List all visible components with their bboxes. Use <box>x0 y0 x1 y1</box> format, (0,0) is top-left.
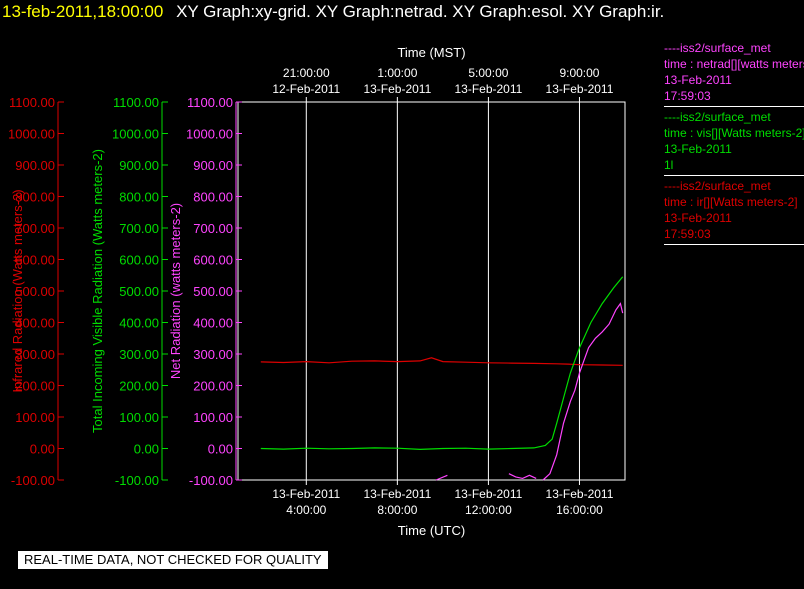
x-tick-label: 13-Feb-2011 <box>363 487 431 501</box>
y-tick-label: 200.00 <box>15 379 55 394</box>
y-tick-label: 600.00 <box>15 253 55 268</box>
x-tick-label: 4:00:00 <box>286 503 326 517</box>
x-top-tick-label: 13-Feb-2011 <box>454 82 522 96</box>
y-tick-label: 300.00 <box>15 347 55 362</box>
y-tick-label: 1100.00 <box>9 95 55 110</box>
y-axis-label: Total Incoming Visible Radiation (Watts … <box>90 149 105 433</box>
y-tick-label: -100.00 <box>189 473 233 488</box>
y-tick-label: -100.00 <box>11 473 55 488</box>
x-top-tick-label: 21:00:00 <box>283 66 330 80</box>
y-tick-label: 200.00 <box>119 379 159 394</box>
series-line <box>508 473 537 480</box>
y-tick-label: 400.00 <box>119 316 159 331</box>
y-tick-label: 1100.00 <box>113 95 159 110</box>
y-tick-label: 200.00 <box>193 379 233 394</box>
y-tick-label: 800.00 <box>15 190 55 205</box>
y-tick-label: 1100.00 <box>187 95 233 110</box>
y-tick-label: 400.00 <box>15 316 55 331</box>
x-tick-label: 13-Feb-2011 <box>546 487 614 501</box>
legend-line: time : netrad[][watts meters-2] <box>664 57 804 71</box>
y-tick-label: 900.00 <box>193 158 233 173</box>
y-tick-label: 600.00 <box>193 253 233 268</box>
x-tick-label: 13-Feb-2011 <box>272 487 340 501</box>
x-top-tick-label: 5:00:00 <box>468 66 508 80</box>
y-tick-label: 500.00 <box>119 284 159 299</box>
x-tick-label: 16:00:00 <box>556 503 603 517</box>
x-top-axis-label: Time (MST) <box>397 45 465 60</box>
quality-disclaimer: REAL-TIME DATA, NOT CHECKED FOR QUALITY <box>18 551 328 569</box>
y-tick-label: 700.00 <box>193 221 233 236</box>
x-tick-label: 8:00:00 <box>377 503 417 517</box>
y-tick-label: 100.00 <box>15 410 55 425</box>
y-tick-label: 1000.00 <box>8 127 55 142</box>
y-axis-label: Infrared Radiation (Watts meters-2) <box>10 189 25 392</box>
legend-line: 13-Feb-2011 <box>664 211 732 225</box>
legend-line: time : ir[][Watts meters-2] <box>664 195 798 209</box>
y-tick-label: 100.00 <box>193 410 233 425</box>
legend-line: 13-Feb-2011 <box>664 73 732 87</box>
y-tick-label: 0.00 <box>208 442 233 457</box>
legend-line: 1l <box>664 158 674 172</box>
y-tick-label: 700.00 <box>15 221 55 236</box>
y-tick-label: -100.00 <box>115 473 159 488</box>
legend-line: time : vis[][Watts meters-2] <box>664 126 804 140</box>
y-tick-label: 500.00 <box>15 284 55 299</box>
y-axis-label: Net Radiation (watts meters-2) <box>168 203 183 379</box>
header-bar: 13-feb-2011,18:00:00 XY Graph:xy-grid. X… <box>2 0 664 24</box>
header-time: 13-feb-2011,18:00:00 <box>2 2 164 21</box>
y-tick-label: 400.00 <box>193 316 233 331</box>
legend-line: 13-Feb-2011 <box>664 142 732 156</box>
y-tick-label: 300.00 <box>193 347 233 362</box>
x-top-tick-label: 1:00:00 <box>377 66 417 80</box>
series-line <box>435 474 448 481</box>
x-top-tick-label: 13-Feb-2011 <box>363 82 431 96</box>
header-graph-list: XY Graph:xy-grid. XY Graph:netrad. XY Gr… <box>176 2 665 21</box>
series-line <box>542 302 624 481</box>
y-tick-label: 800.00 <box>193 190 233 205</box>
y-tick-label: 100.00 <box>119 410 159 425</box>
x-tick-label: 12:00:00 <box>465 503 512 517</box>
y-tick-label: 1000.00 <box>112 127 159 142</box>
x-top-tick-label: 12-Feb-2011 <box>272 82 340 96</box>
series-line <box>260 357 623 366</box>
y-tick-label: 600.00 <box>119 253 159 268</box>
y-tick-label: 300.00 <box>119 347 159 362</box>
legend-line: 17:59:03 <box>664 227 711 241</box>
x-top-tick-label: 13-Feb-2011 <box>546 82 614 96</box>
y-tick-label: 1000.00 <box>186 127 233 142</box>
x-top-tick-label: 9:00:00 <box>559 66 599 80</box>
legend-line: 17:59:03 <box>664 89 711 103</box>
y-tick-label: 0.00 <box>134 442 159 457</box>
y-tick-label: 700.00 <box>119 221 159 236</box>
x-tick-label: 13-Feb-2011 <box>454 487 522 501</box>
series-line <box>260 276 624 451</box>
legend-line: ----iss2/surface_met <box>664 110 771 124</box>
legend-line: ----iss2/surface_met <box>664 179 771 193</box>
y-tick-label: 500.00 <box>193 284 233 299</box>
y-tick-label: 800.00 <box>119 190 159 205</box>
y-tick-label: 900.00 <box>15 158 55 173</box>
plot-frame <box>237 101 626 481</box>
legend-line: ----iss2/surface_met <box>664 41 771 55</box>
x-axis-label: Time (UTC) <box>398 523 465 538</box>
y-tick-label: 0.00 <box>30 442 55 457</box>
y-tick-label: 900.00 <box>119 158 159 173</box>
